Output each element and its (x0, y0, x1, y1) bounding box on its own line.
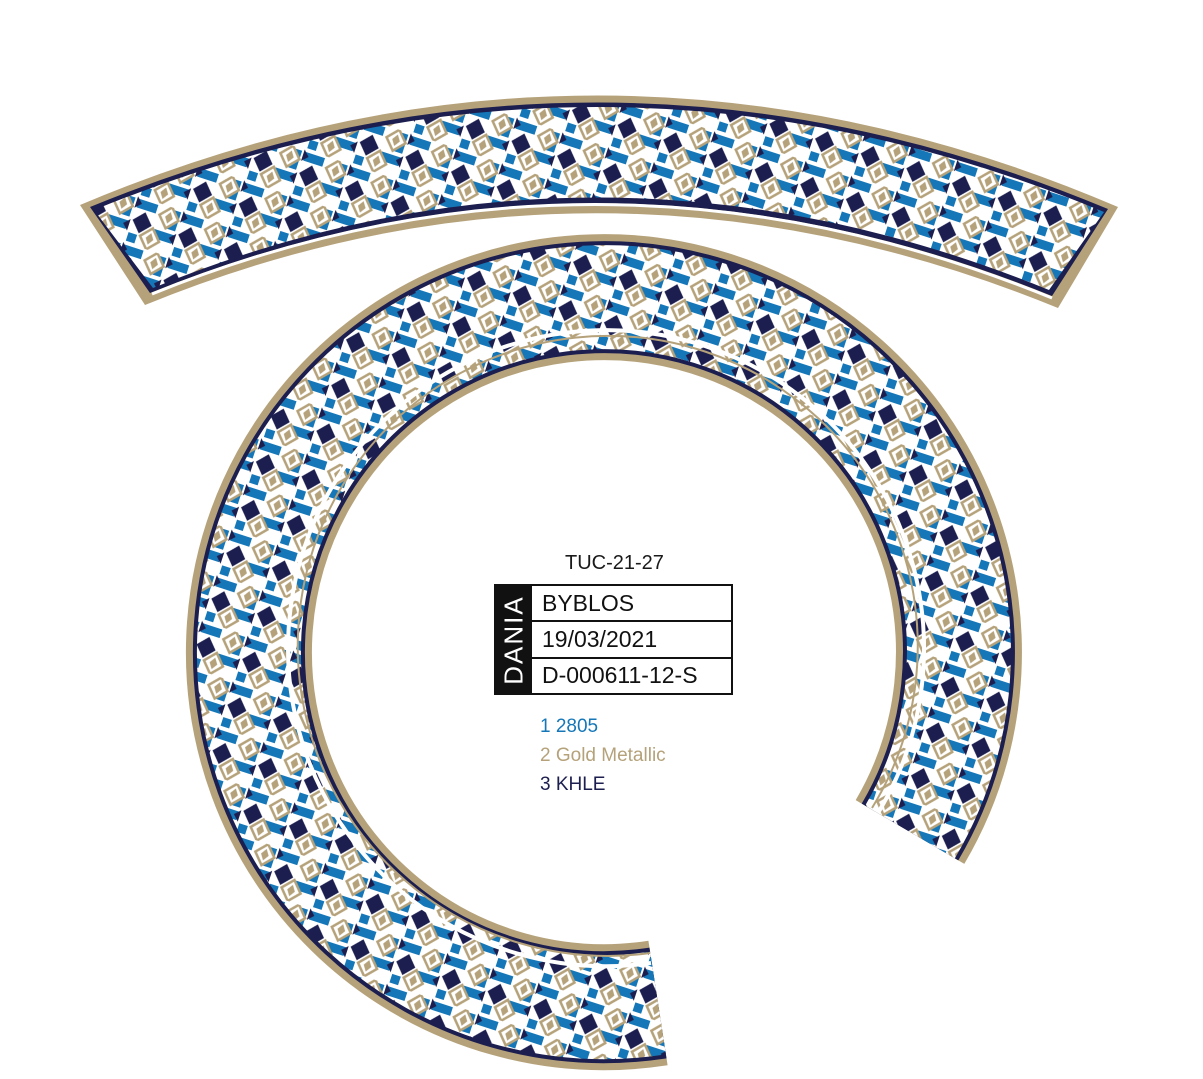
brand-text: DANIA (498, 594, 529, 685)
legend-item-2: 2 Gold Metallic (540, 745, 666, 766)
legend-item-1: 1 2805 (540, 716, 599, 737)
label-date: 19/03/2021 (532, 622, 731, 659)
label-rows: BYBLOS 19/03/2021 D-000611-12-S (532, 586, 731, 693)
design-code: TUC-21-27 (565, 552, 664, 574)
label-ref: D-000611-12-S (542, 662, 698, 689)
brand-tag: DANIA (496, 586, 532, 693)
ring-band (185, 234, 1022, 1071)
label-name: BYBLOS (532, 586, 731, 623)
legend-item-3: 3 KHLE (540, 774, 606, 795)
product-label: DANIA BYBLOS 19/03/2021 D-000611-12-S (494, 584, 733, 695)
arc-band (80, 95, 1118, 308)
color-legend: 1 2805 2 Gold Metallic 3 KHLE (540, 712, 666, 799)
